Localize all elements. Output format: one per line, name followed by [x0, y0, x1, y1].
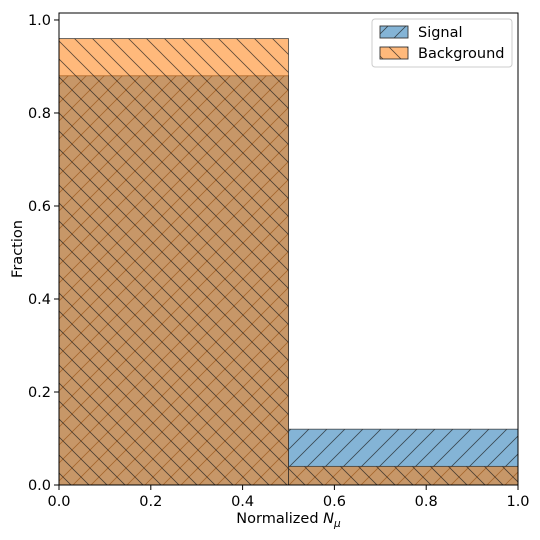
- y-axis-label: Fraction: [10, 220, 26, 278]
- x-tick-label: 0.8: [415, 494, 438, 510]
- legend-label: Background: [418, 46, 505, 62]
- legend-item-background: Background: [379, 46, 505, 62]
- x-tick-label: 1.0: [506, 494, 529, 510]
- y-tick-label: 0.4: [28, 292, 51, 308]
- x-tick-label: 0.0: [47, 494, 70, 510]
- background-bar-1: [288, 465, 519, 486]
- legend-item-signal: Signal: [379, 25, 463, 41]
- y-tick-label: 0.0: [28, 478, 51, 494]
- x-tick-label: 0.6: [323, 494, 346, 510]
- y-tick-label: 0.8: [28, 106, 51, 122]
- background-bar-0: [58, 38, 289, 486]
- plot-frame: [58, 12, 519, 486]
- y-tick-label: 0.2: [28, 385, 51, 401]
- x-axis-label: Normalized Nμ: [236, 511, 341, 530]
- x-tick-label: 0.4: [231, 494, 254, 510]
- legend: Signal Background: [371, 18, 513, 68]
- bars-layer: [58, 38, 519, 486]
- y-tick-label: 1.0: [28, 13, 51, 29]
- axes-layer: 0.0 0.2 0.4 0.6 0.8 1.0 0.0 0.2 0.4 0.6 0.8 1.0 Norm…: [10, 12, 530, 530]
- x-tick-label: 0.2: [139, 494, 162, 510]
- y-tick-label: 0.6: [28, 199, 51, 215]
- legend-label: Signal: [418, 25, 463, 41]
